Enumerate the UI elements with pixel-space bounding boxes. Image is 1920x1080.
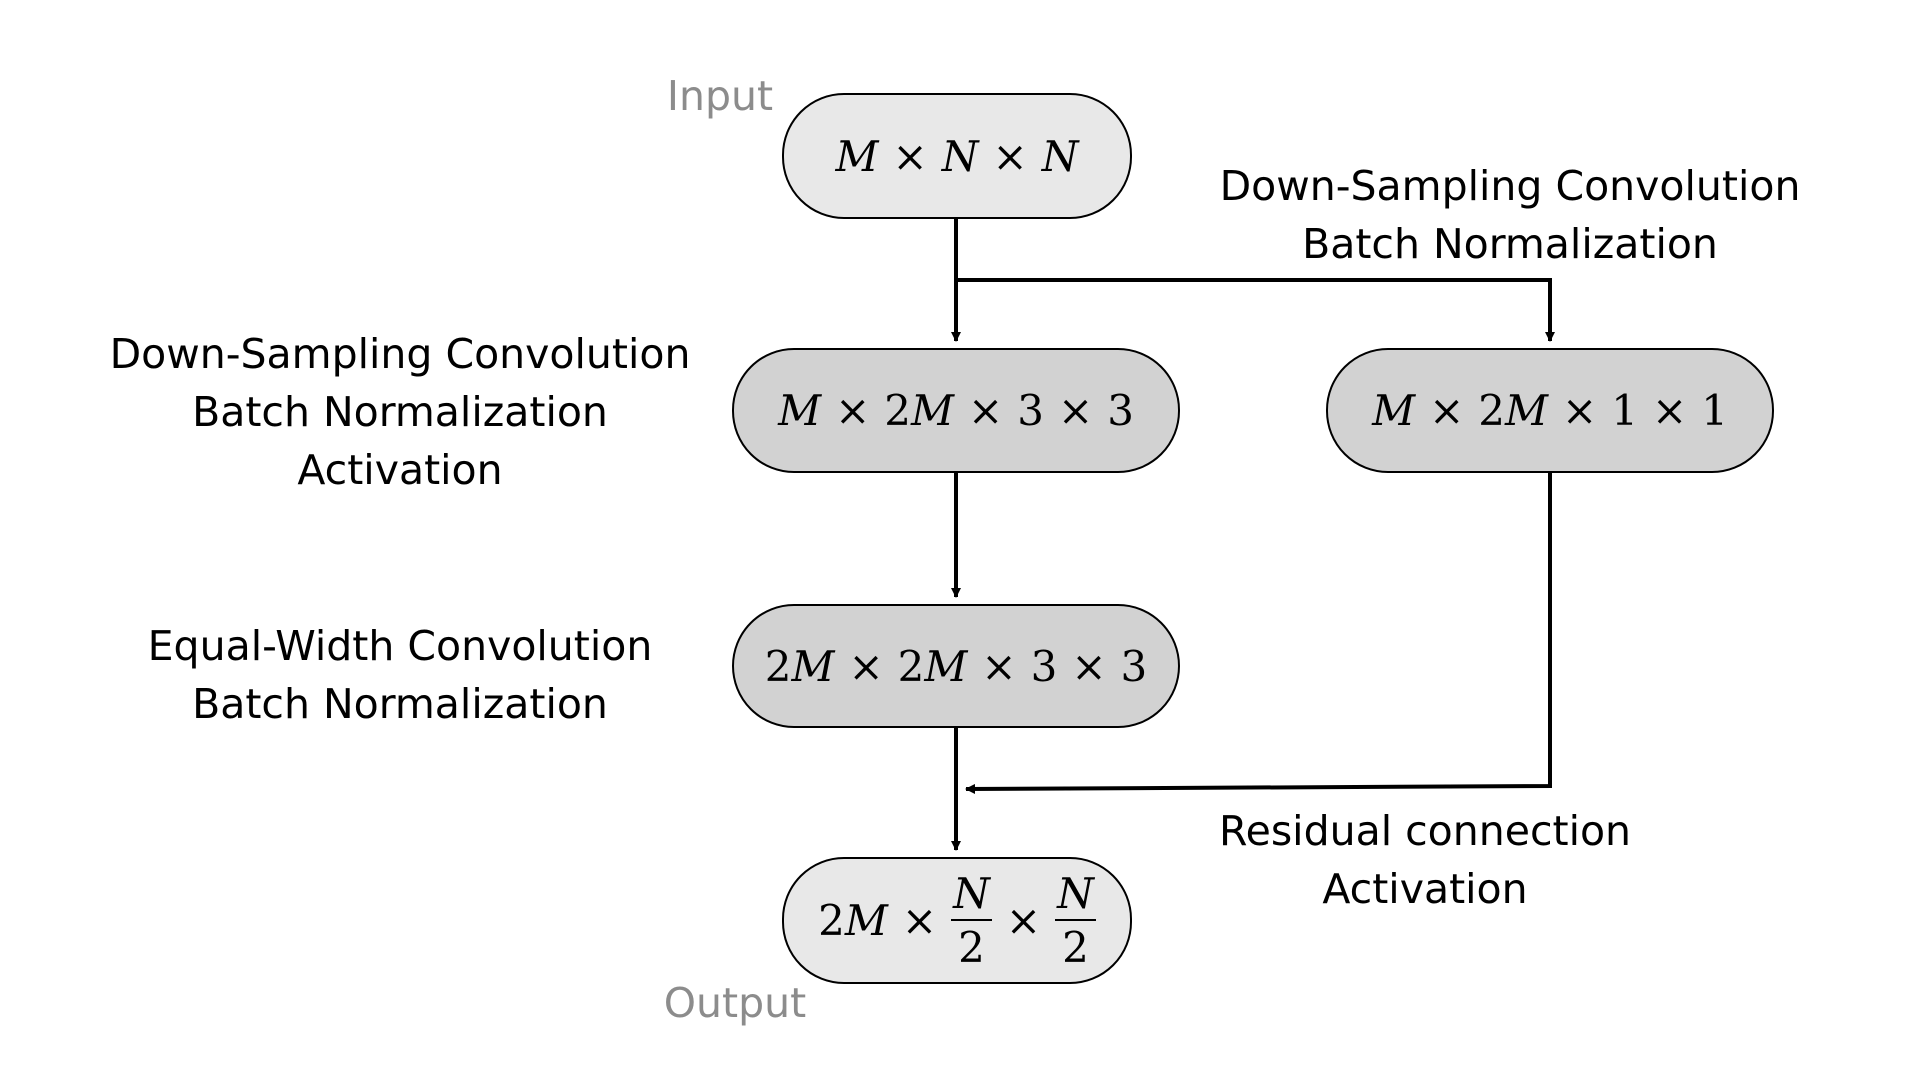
conv1-node: M × 2 M × 3 × 3 — [732, 348, 1180, 473]
input-node: M × N × N — [782, 93, 1132, 219]
input-label: Input — [666, 72, 774, 120]
shortcut-label: Down-Sampling Convolution Batch Normaliz… — [1219, 162, 1801, 268]
output-label: Output — [663, 979, 807, 1027]
residual-label: Residual connection Activation — [1218, 807, 1632, 913]
equalwidth-label: Equal-Width Convolution Batch Normalizat… — [147, 622, 653, 728]
downsample-label: Down-Sampling Convolution Batch Normaliz… — [109, 330, 691, 494]
conv2-node: 2 M × 2 M × 3 × 3 — [732, 604, 1180, 728]
edge-residual-connection — [965, 473, 1552, 794]
edge-input-to-shortcut — [956, 278, 1555, 342]
shortcut-node: M × 2 M × 1 × 1 — [1326, 348, 1774, 473]
